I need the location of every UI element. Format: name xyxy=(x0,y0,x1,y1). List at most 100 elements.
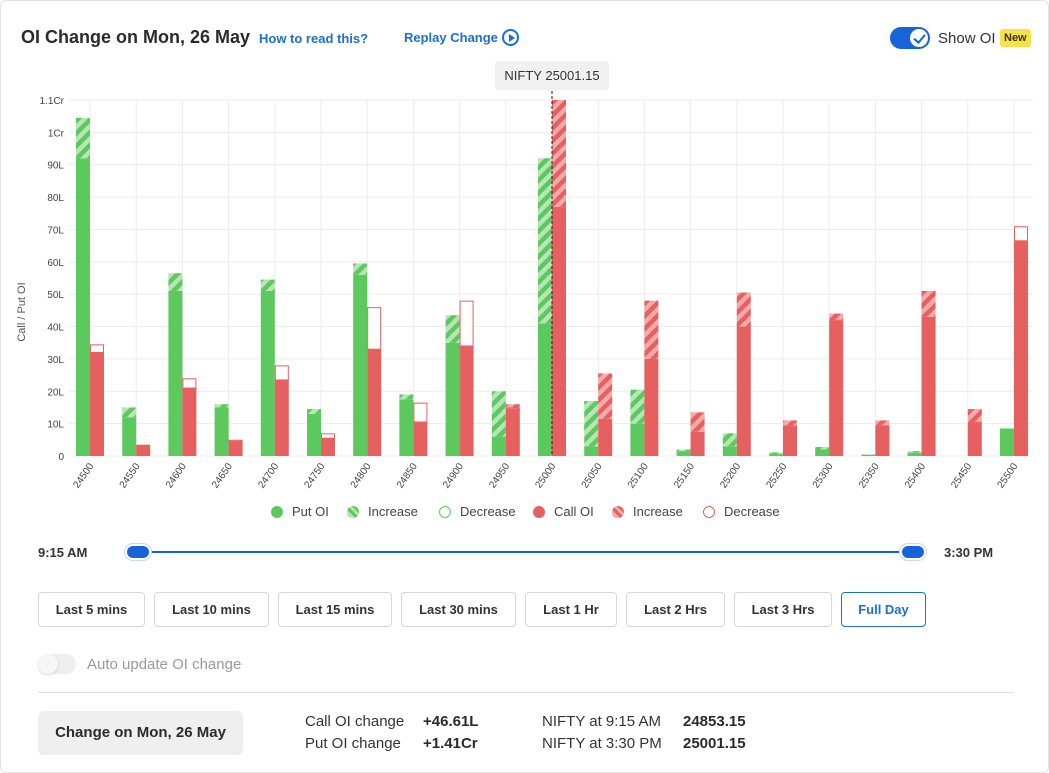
put-oi-bar[interactable] xyxy=(630,423,645,456)
put-oi-increase-bar[interactable] xyxy=(491,391,506,437)
show-oi-toggle[interactable] xyxy=(890,27,930,49)
put-oi-bar[interactable] xyxy=(861,454,876,456)
put-oi-increase-bar[interactable] xyxy=(168,273,183,291)
call-oi-decrease-bar[interactable] xyxy=(1014,226,1028,242)
put-oi-increase-bar[interactable] xyxy=(214,404,229,408)
call-oi-bar[interactable] xyxy=(459,345,474,456)
auto-update-toggle[interactable] xyxy=(38,654,76,674)
call-oi-bar[interactable] xyxy=(644,358,659,456)
slider-start-handle[interactable] xyxy=(125,544,151,560)
call-oi-increase-bar[interactable] xyxy=(829,313,844,321)
call-oi-bar[interactable] xyxy=(367,349,382,456)
put-oi-bar[interactable] xyxy=(353,274,368,456)
change-date-button[interactable]: Change on Mon, 26 May xyxy=(38,711,243,755)
put-oi-increase-bar[interactable] xyxy=(676,449,691,452)
range-button-last-2-hrs[interactable]: Last 2 Hrs xyxy=(626,592,725,627)
call-oi-bar[interactable] xyxy=(505,409,520,456)
call-oi-bar[interactable] xyxy=(90,352,104,456)
call-oi-increase-bar[interactable] xyxy=(736,292,751,327)
put-oi-increase-bar[interactable] xyxy=(538,158,552,324)
put-oi-increase-bar[interactable] xyxy=(122,407,137,418)
call-oi-bar[interactable] xyxy=(736,326,751,456)
call-oi-increase-bar[interactable] xyxy=(690,412,705,432)
call-oi-bar[interactable] xyxy=(321,438,335,456)
call-oi-increase-bar[interactable] xyxy=(783,420,797,426)
put-oi-bar[interactable] xyxy=(584,446,599,456)
call-oi-decrease-bar[interactable] xyxy=(321,433,335,439)
call-oi-decrease-bar[interactable] xyxy=(367,307,382,350)
call-oi-increase-bar[interactable] xyxy=(875,420,890,426)
put-oi-bar[interactable] xyxy=(538,323,552,456)
call-oi-decrease-bar[interactable] xyxy=(505,407,520,410)
call-oi-decrease-bar[interactable] xyxy=(413,402,428,423)
call-oi-bar[interactable] xyxy=(228,441,243,456)
call-oi-bar[interactable] xyxy=(136,444,151,456)
put-oi-increase-bar[interactable] xyxy=(445,315,460,343)
put-oi-bar[interactable] xyxy=(445,342,460,456)
call-oi-decrease-bar[interactable] xyxy=(182,378,197,389)
call-oi-decrease-bar[interactable] xyxy=(274,365,289,381)
put-oi-bar[interactable] xyxy=(168,290,183,456)
call-oi-bar[interactable] xyxy=(1014,240,1028,456)
call-oi-bar[interactable] xyxy=(829,320,844,456)
put-oi-bar[interactable] xyxy=(76,158,90,456)
slider-end-handle[interactable] xyxy=(900,544,926,560)
call-oi-bar[interactable] xyxy=(690,431,705,456)
put-oi-increase-bar[interactable] xyxy=(76,117,90,159)
call-oi-bar[interactable] xyxy=(967,422,982,456)
play-circle-icon[interactable] xyxy=(502,29,519,46)
put-oi-increase-bar[interactable] xyxy=(307,409,321,414)
put-oi-increase-bar[interactable] xyxy=(769,452,783,455)
call-oi-bar[interactable] xyxy=(875,425,890,456)
call-oi-increase-bar[interactable] xyxy=(505,404,520,410)
put-oi-bar[interactable] xyxy=(260,290,275,456)
put-oi-increase-bar[interactable] xyxy=(260,279,275,291)
put-oi-bar[interactable] xyxy=(722,446,737,456)
put-oi-bar[interactable] xyxy=(1000,428,1014,456)
put-oi-bar[interactable] xyxy=(214,407,229,456)
call-oi-bar[interactable] xyxy=(274,379,289,456)
put-oi-bar[interactable] xyxy=(491,436,506,456)
range-button-full-day[interactable]: Full Day xyxy=(841,592,926,627)
call-oi-bar[interactable] xyxy=(598,418,613,456)
put-oi-bar[interactable] xyxy=(907,452,922,456)
call-oi-bar[interactable] xyxy=(413,422,428,456)
put-oi-bar[interactable] xyxy=(399,399,414,456)
call-oi-decrease-bar[interactable] xyxy=(228,439,243,442)
range-button-last-30-mins[interactable]: Last 30 mins xyxy=(401,592,516,627)
put-oi-increase-bar[interactable] xyxy=(399,394,414,400)
call-oi-bar[interactable] xyxy=(921,316,936,456)
put-oi-increase-bar[interactable] xyxy=(722,433,737,447)
call-oi-increase-bar[interactable] xyxy=(644,300,659,359)
nifty-start-label: NIFTY at 9:15 AM xyxy=(542,713,661,730)
call-oi-decrease-bar[interactable] xyxy=(90,344,104,353)
call-oi-increase-bar[interactable] xyxy=(598,373,613,419)
time-range-slider-track[interactable] xyxy=(139,551,913,553)
call-oi-increase-bar[interactable] xyxy=(552,100,566,207)
y-tick-label: 30L xyxy=(47,355,64,366)
put-oi-bar[interactable] xyxy=(769,454,783,456)
put-oi-increase-bar[interactable] xyxy=(815,446,830,450)
put-oi-bar[interactable] xyxy=(307,413,321,456)
put-oi-increase-bar[interactable] xyxy=(630,389,645,424)
call-oi-decrease-bar[interactable] xyxy=(459,300,474,347)
range-button-last-5-mins[interactable]: Last 5 mins xyxy=(38,592,145,627)
range-button-last-10-mins[interactable]: Last 10 mins xyxy=(154,592,269,627)
put-oi-increase-bar[interactable] xyxy=(907,451,922,453)
range-button-last-1-hr[interactable]: Last 1 Hr xyxy=(525,592,617,627)
call-oi-bar[interactable] xyxy=(182,388,197,456)
how-to-read-link[interactable]: How to read this? xyxy=(259,31,369,46)
put-oi-increase-bar[interactable] xyxy=(584,400,599,447)
put-oi-bar[interactable] xyxy=(676,451,691,456)
put-oi-bar[interactable] xyxy=(122,417,137,456)
call-oi-bar[interactable] xyxy=(783,425,797,456)
y-tick-label: 20L xyxy=(47,387,64,398)
call-oi-increase-bar[interactable] xyxy=(967,409,982,423)
call-oi-increase-bar[interactable] xyxy=(921,290,936,317)
put-oi-bar[interactable] xyxy=(815,449,830,456)
range-button-last-15-mins[interactable]: Last 15 mins xyxy=(278,592,392,627)
put-oi-increase-bar[interactable] xyxy=(353,263,368,275)
call-oi-bar[interactable] xyxy=(552,206,566,456)
range-button-last-3-hrs[interactable]: Last 3 Hrs xyxy=(734,592,832,627)
replay-change-link[interactable]: Replay Change xyxy=(404,30,498,45)
